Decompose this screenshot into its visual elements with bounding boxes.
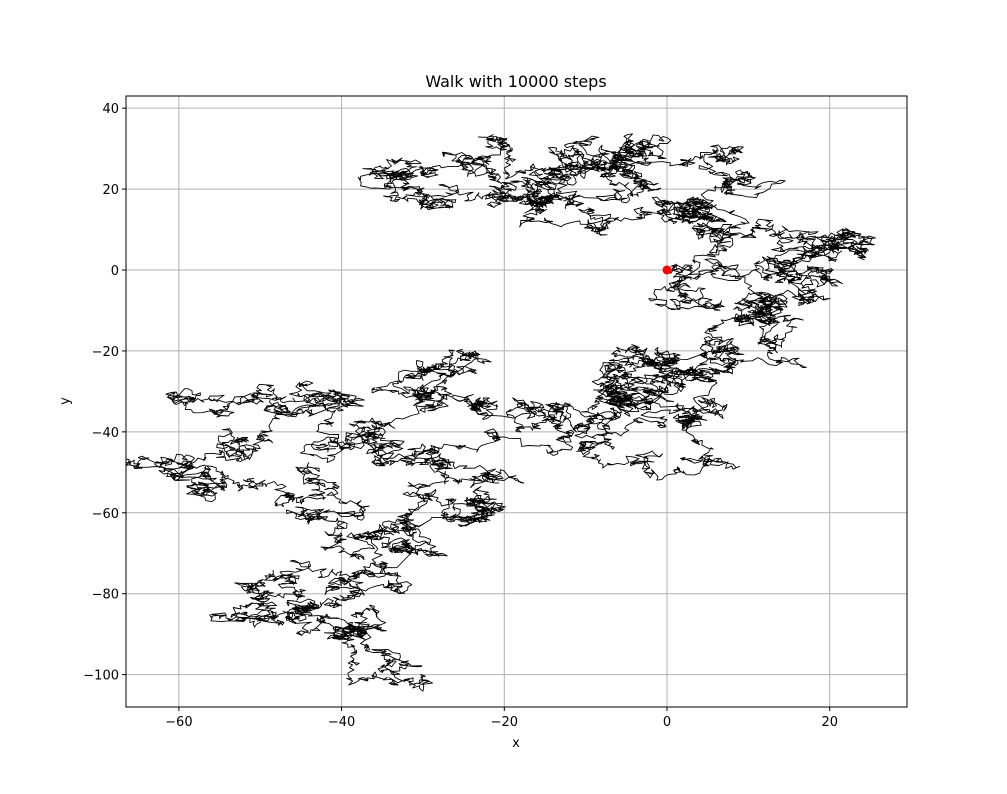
y-tick-label: −80: [92, 588, 119, 603]
y-tick-label: −40: [92, 426, 119, 441]
x-tick-label: −40: [328, 715, 355, 730]
x-tick-label: −60: [165, 715, 192, 730]
x-tick-label: −20: [491, 715, 518, 730]
start-marker-group: [662, 265, 672, 275]
x-tick-label: 20: [821, 715, 838, 730]
y-tick-label: −20: [92, 345, 119, 360]
walk-path-group: [126, 133, 876, 692]
y-tick-label: 0: [111, 264, 119, 279]
plot-frame: [125, 95, 908, 708]
x-tick-label: 0: [663, 715, 671, 730]
start-point-marker: [662, 265, 672, 275]
y-tick-label: −60: [92, 507, 119, 522]
y-tick-label: 20: [102, 183, 119, 198]
y-tick-label: 40: [102, 102, 119, 117]
y-tick-label: −100: [83, 669, 119, 684]
chart-title: Walk with 10000 steps: [425, 72, 606, 91]
y-axis-label: y: [58, 397, 73, 405]
walk-path: [126, 133, 876, 692]
x-axis-label: x: [512, 736, 520, 751]
axis-ticks: −60 −40 −20 0 20 40 20 0 −20 −40 −60 −80 −100: [83, 102, 838, 730]
